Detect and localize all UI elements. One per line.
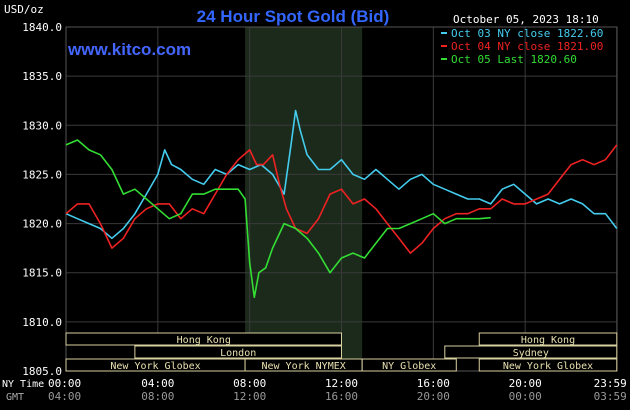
session-bar-box [444, 345, 618, 359]
session-bar: Hong Kong [478, 332, 618, 346]
x-tick-label-gmt: 00:00 [509, 390, 542, 403]
series-lines [65, 109, 618, 299]
session-label: New York NYMEX [261, 361, 345, 372]
ny-time-label: NY Time [2, 379, 44, 390]
x-tick-label-ny: 20:00 [509, 377, 542, 390]
session-bar-box [134, 345, 342, 359]
gmt-label: GMT [6, 392, 24, 403]
series-line-oct-05 [65, 139, 491, 299]
session-label: New York Globex [110, 361, 200, 372]
session-bar: New York Globex [65, 358, 246, 372]
x-tick-label-ny: 00:00 [48, 377, 81, 390]
session-bar-box [478, 332, 618, 346]
legend-entry: Oct 05 Last 1820.60 [451, 53, 577, 66]
unit-label: USD/oz [4, 3, 44, 16]
x-tick-label-gmt: 03:59 [594, 390, 627, 403]
x-tick-label-gmt: 08:00 [141, 390, 174, 403]
session-label: NY Globex [382, 361, 436, 372]
x-tick-label-ny: 08:00 [233, 377, 266, 390]
x-tick-label-gmt: 12:00 [233, 390, 266, 403]
series-line-oct-03 [65, 109, 618, 240]
session-bar: New York Globex [478, 358, 618, 372]
timestamp: October 05, 2023 18:10 [453, 13, 599, 26]
y-tick-label: 1810.0 [22, 316, 62, 329]
session-label: Sydney [513, 348, 549, 359]
nymex-highlight-band [245, 27, 363, 371]
session-bar: NY Globex [361, 358, 457, 372]
x-tick-label-ny: 16:00 [417, 377, 450, 390]
session-bar: Sydney [444, 345, 618, 359]
session-bar-box [478, 358, 618, 372]
x-tick-label-ny: 04:00 [141, 377, 174, 390]
y-tick-label: 1825.0 [22, 168, 62, 181]
session-label: London [220, 348, 256, 359]
session-bar: New York NYMEX [244, 358, 363, 372]
y-tick-label: 1840.0 [22, 21, 62, 34]
x-tick-label-gmt: 20:00 [417, 390, 450, 403]
y-tick-label: 1830.0 [22, 119, 62, 132]
source-watermark: www.kitco.com [67, 40, 191, 59]
session-bar-box [361, 358, 457, 372]
session-bar: Hong Kong [65, 332, 342, 346]
x-tick-label-gmt: 16:00 [325, 390, 358, 403]
session-bar-box [65, 332, 342, 346]
session-bar: London [134, 345, 342, 359]
series-line-oct-04 [65, 144, 618, 254]
x-tick-label-gmt: 04:00 [48, 390, 81, 403]
y-tick-label: 1815.0 [22, 267, 62, 280]
y-tick-label: 1805.0 [22, 365, 62, 378]
session-label: Hong Kong [521, 335, 575, 346]
trading-sessions: Hong Kong London New York Globex New York N… [65, 332, 618, 372]
x-tick-label-ny: 12:00 [325, 377, 358, 390]
session-label: New York Globex [503, 361, 593, 372]
y-tick-labels: 1840.0 1835.0 1830.0 1825.0 1820.0 1815.0 1810… [22, 21, 62, 378]
chart-title: 24 Hour Spot Gold (Bid) [197, 7, 390, 26]
x-tick-labels: 00:0004:0004:0008:0008:0012:0012:0016:00… [48, 377, 627, 403]
y-tick-label: 1835.0 [22, 70, 62, 83]
legend-entry: Oct 03 NY close 1822.60 [451, 27, 603, 40]
x-tick-label-ny: 23:59 [594, 377, 627, 390]
y-tick-label: 1820.0 [22, 218, 62, 231]
session-label: Hong Kong [177, 335, 231, 346]
legend-entry: Oct 04 NY close 1821.00 [451, 40, 603, 53]
